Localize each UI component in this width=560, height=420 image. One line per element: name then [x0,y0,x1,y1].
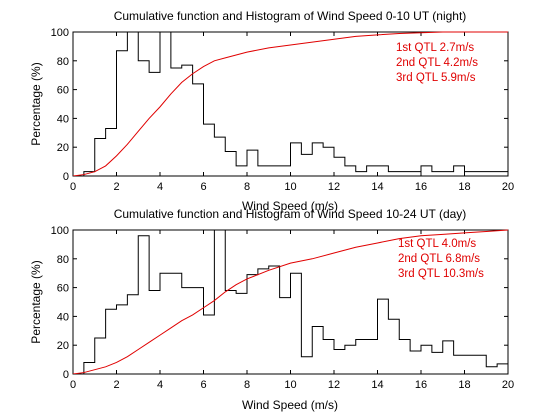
annotation-q3: 3rd QTL 10.3m/s [398,268,484,280]
annotation-q1: 1st QTL 2.7m/s [396,42,474,54]
x-tick-label: 2 [113,379,119,391]
annotation-q2: 2nd QTL 4.2m/s [396,57,478,69]
annotation-q3: 3rd QTL 5.9m/s [396,72,476,84]
plot-area: 0 2 4 6 8 10 12 14 16 18 20 0 20 40 60 80 100 [51,27,514,193]
x-tick-label: 10 [284,181,296,193]
x-tick-label: 4 [157,379,163,391]
y-tick-label: 20 [57,340,69,352]
y-tick-label: 40 [57,113,69,125]
x-tick-label: 6 [200,181,206,193]
quantile-annotations: 1st QTL 2.7m/s 2nd QTL 4.2m/s 3rd QTL 5.… [396,42,478,84]
y-tick-label: 100 [51,27,69,39]
y-tick-label: 60 [57,283,69,295]
cumulative-series [73,229,508,374]
x-tick-label: 8 [244,181,250,193]
chart-night: Cumulative function and Histogram of Win… [29,9,514,213]
quantile-annotations: 1st QTL 4.0m/s 2nd QTL 6.8m/s 3rd QTL 10… [398,238,484,280]
x-tick-label: 0 [70,181,76,193]
x-tick-label: 18 [458,181,470,193]
x-tick-label: 20 [502,181,514,193]
x-tick-label: 16 [415,181,427,193]
cumulative-series [73,31,508,176]
y-tick-label: 0 [63,171,69,183]
y-axis-label: Percentage (%) [29,62,43,145]
chart-title: Cumulative function and Histogram of Win… [114,207,467,221]
x-tick-label: 0 [70,379,76,391]
histogram-series [83,31,508,176]
y-tick-label: 80 [57,254,69,266]
x-tick-label: 20 [502,379,514,391]
y-tick-label: 60 [57,85,69,97]
x-tick-label: 12 [328,379,340,391]
y-tick-label: 40 [57,311,69,323]
y-tick-label: 80 [57,56,69,68]
x-tick-label: 14 [371,379,383,391]
annotation-q2: 2nd QTL 6.8m/s [398,253,480,265]
y-tick-label: 20 [57,142,69,154]
x-tick-label: 4 [157,181,163,193]
chart-title: Cumulative function and Histogram of Win… [114,9,467,23]
y-axis-label: Percentage (%) [29,260,43,343]
histogram-series [83,229,508,374]
x-tick-label: 18 [458,379,470,391]
x-tick-label: 6 [200,379,206,391]
x-tick-label: 2 [113,181,119,193]
y-tick-label: 100 [51,225,69,237]
plot-area: 0 2 4 6 8 10 12 14 16 18 20 0 20 40 60 80 100 [51,225,514,391]
annotation-q1: 1st QTL 4.0m/s [398,238,476,250]
x-tick-label: 12 [328,181,340,193]
x-tick-label: 14 [371,181,383,193]
x-axis-label: Wind Speed (m/s) [242,199,338,213]
x-tick-label: 16 [415,379,427,391]
chart-day: Cumulative function and Histogram of Win… [29,207,514,412]
x-tick-label: 8 [244,379,250,391]
x-axis-label: Wind Speed (m/s) [242,398,338,412]
y-tick-label: 0 [63,369,69,381]
x-tick-label: 10 [284,379,296,391]
